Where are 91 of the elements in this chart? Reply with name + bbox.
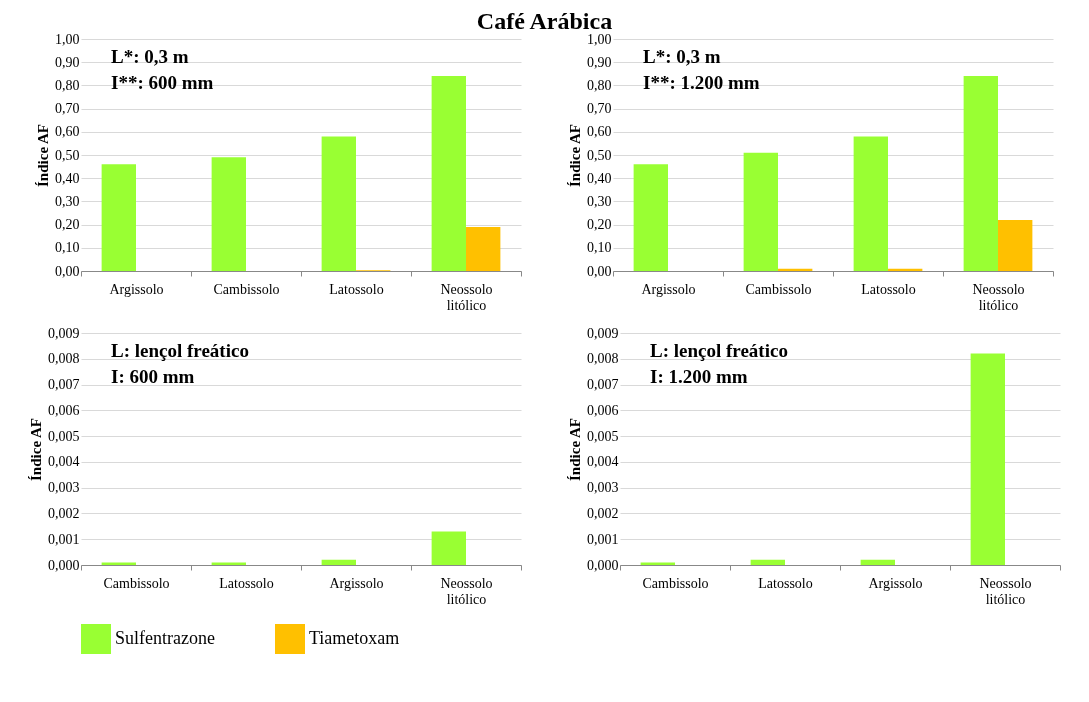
x-tick-label: Cambissolo [103, 575, 170, 591]
chart-title: Café Arábica [476, 8, 613, 34]
bar [853, 136, 888, 271]
y-tick-label: 0,50 [587, 147, 612, 163]
bar [101, 164, 136, 271]
y-tick-label: 0,005 [587, 428, 619, 444]
y-tick-label: 0,007 [587, 377, 619, 393]
bar [321, 559, 356, 565]
x-tick-label: Cambissolo [213, 281, 280, 297]
legend-label: Tiametoxam [309, 628, 400, 648]
x-tick-label: Argissolo [109, 281, 164, 297]
x-tick-label: Latossolo [219, 575, 274, 591]
y-tick-label: 0,60 [587, 124, 612, 140]
y-tick-label: 0,70 [587, 101, 612, 117]
y-tick-label: 0,001 [48, 531, 80, 547]
bar [963, 76, 998, 271]
legend-label: Sulfentrazone [115, 628, 215, 648]
y-tick-label: 0,30 [587, 193, 612, 209]
x-tick-label: Argissolo [329, 575, 384, 591]
y-tick-label: 0,10 [55, 240, 80, 256]
bar [860, 559, 895, 565]
bar [321, 136, 356, 271]
bar [431, 76, 466, 271]
x-tick-label: Latossolo [861, 281, 916, 297]
y-tick-label: 0,007 [48, 377, 80, 393]
x-tick-label: Latossolo [758, 575, 813, 591]
bar [998, 219, 1033, 271]
x-tick-label: Latossolo [329, 281, 384, 297]
y-tick-label: 0,20 [587, 217, 612, 233]
y-tick-label: 0,00 [55, 263, 80, 279]
x-tick-label: Cambissolo [745, 281, 812, 297]
y-tick-label: 0,002 [48, 505, 80, 521]
y-tick-label: 0,006 [587, 402, 619, 418]
y-axis-title: Índice AF [35, 124, 51, 187]
y-tick-label: 0,90 [55, 54, 80, 70]
y-axis-title: Índice AF [28, 418, 44, 481]
y-tick-label: 0,40 [587, 170, 612, 186]
y-tick-label: 0,20 [55, 217, 80, 233]
y-tick-label: 0,006 [48, 402, 80, 418]
bar [431, 531, 466, 565]
y-tick-label: 0,005 [48, 428, 80, 444]
y-tick-label: 0,004 [48, 454, 80, 470]
y-tick-label: 0,50 [55, 147, 80, 163]
y-axis-title: Índice AF [567, 418, 583, 481]
bar [750, 559, 785, 565]
x-tick-label: Neossolo litólico [440, 575, 493, 607]
y-tick-label: 0,008 [587, 351, 619, 367]
bar [101, 562, 136, 565]
x-tick-label: Argissolo [641, 281, 696, 297]
annotation: L: lençol freático [111, 340, 249, 361]
bar [640, 562, 675, 565]
y-tick-label: 1,00 [587, 31, 612, 47]
x-tick-label: Cambissolo [642, 575, 709, 591]
y-tick-label: 0,10 [587, 240, 612, 256]
y-tick-label: 0,30 [55, 193, 80, 209]
annotation: L: lençol freático [650, 340, 788, 361]
y-tick-label: 0,000 [48, 557, 80, 573]
y-tick-label: 0,002 [587, 505, 619, 521]
annotation: L*: 0,3 m [111, 46, 189, 67]
annotation: I: 600 mm [111, 366, 195, 387]
y-tick-label: 0,90 [587, 54, 612, 70]
y-tick-label: 0,009 [587, 325, 619, 341]
annotation: I**: 1.200 mm [643, 72, 760, 93]
y-tick-label: 0,003 [48, 480, 80, 496]
bar [970, 353, 1005, 565]
y-tick-label: 0,001 [587, 531, 619, 547]
y-tick-label: 0,80 [587, 77, 612, 93]
y-tick-label: 1,00 [55, 31, 80, 47]
y-tick-label: 0,008 [48, 351, 80, 367]
y-tick-label: 0,40 [55, 170, 80, 186]
y-tick-label: 0,000 [587, 557, 619, 573]
y-tick-label: 0,004 [587, 454, 619, 470]
y-tick-label: 0,00 [587, 263, 612, 279]
y-tick-label: 0,80 [55, 77, 80, 93]
x-tick-label: Argissolo [868, 575, 923, 591]
x-tick-label: Neossolo litólico [440, 281, 493, 313]
x-tick-label: Neossolo litólico [972, 281, 1025, 313]
x-tick-label: Neossolo litólico [979, 575, 1032, 607]
bar [466, 226, 501, 271]
annotation: L*: 0,3 m [643, 46, 721, 67]
annotation: I: 1.200 mm [650, 366, 748, 387]
y-tick-label: 0,70 [55, 101, 80, 117]
bar [211, 157, 246, 271]
y-axis-title: Índice AF [567, 124, 583, 187]
y-tick-label: 0,60 [55, 124, 80, 140]
y-tick-label: 0,009 [48, 325, 80, 341]
annotation: I**: 600 mm [111, 72, 214, 93]
bar [633, 164, 668, 271]
y-tick-label: 0,003 [587, 480, 619, 496]
bar [743, 152, 778, 271]
bar [211, 562, 246, 565]
